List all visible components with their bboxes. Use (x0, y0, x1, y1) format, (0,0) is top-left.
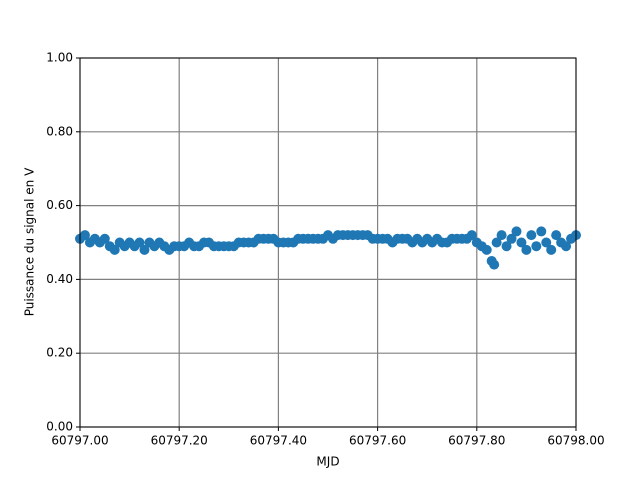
y-tick-label: 0.80 (46, 124, 73, 138)
y-tick-label: 1.00 (46, 51, 73, 65)
point (134, 237, 145, 248)
point (466, 230, 477, 241)
x-tick-label: 60797.20 (151, 434, 208, 448)
y-tick-label: 0.60 (46, 198, 73, 212)
point (506, 233, 517, 244)
point (526, 230, 537, 241)
y-tick-label: 0.40 (46, 272, 73, 286)
point (551, 230, 562, 241)
point (531, 241, 542, 252)
point (516, 237, 527, 248)
point (491, 237, 502, 248)
x-tick-label: 60797.00 (51, 434, 108, 448)
point (546, 244, 557, 255)
point (489, 259, 500, 270)
y-tick-label: 0.00 (46, 420, 73, 434)
point (139, 244, 150, 255)
point (521, 244, 532, 255)
point (561, 241, 572, 252)
point (99, 233, 110, 244)
point (481, 244, 492, 255)
point (541, 237, 552, 248)
point (496, 230, 507, 241)
y-tick-label: 0.20 (46, 346, 73, 360)
x-tick-label: 60797.60 (349, 434, 406, 448)
x-axis-label: MJD (316, 455, 339, 469)
x-tick-label: 60798.00 (547, 434, 604, 448)
x-tick-label: 60797.40 (250, 434, 307, 448)
point (109, 244, 120, 255)
point (511, 226, 522, 237)
plot-frame (79, 57, 577, 428)
x-tick-label: 60797.80 (448, 434, 505, 448)
point (79, 230, 90, 241)
point (501, 241, 512, 252)
y-axis-label: Puissance du signal en V (23, 167, 37, 316)
point (536, 226, 547, 237)
